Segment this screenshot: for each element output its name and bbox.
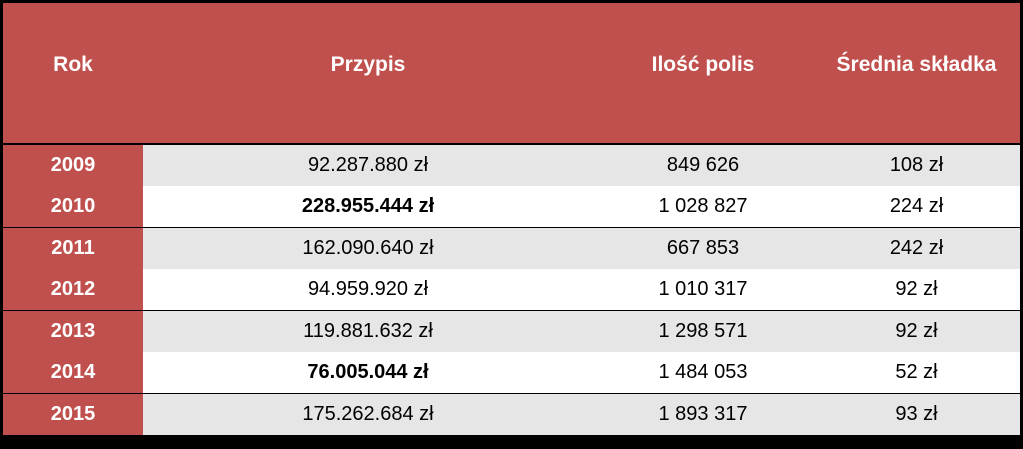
table-header-row: Rok Przypis Ilość polis Średnia składka <box>3 3 1020 143</box>
table-body: 2009 92.287.880 zł 849 626 108 zł 2010 2… <box>3 145 1020 435</box>
ilosc-polis-cell: 667 853 <box>666 237 740 259</box>
year-cell: 2012 <box>3 269 143 310</box>
srednia-skladka-cell: 92 zł <box>895 320 938 342</box>
przypis-cell: 162.090.640 zł <box>302 237 434 259</box>
przypis-cell: 94.959.920 zł <box>307 278 429 300</box>
ilosc-polis-cell: 1 298 571 <box>658 320 748 342</box>
ilosc-polis-cell: 849 626 <box>666 154 740 176</box>
ilosc-polis-cell: 1 893 317 <box>658 403 748 425</box>
srednia-skladka-cell: 92 zł <box>895 278 938 300</box>
srednia-skladka-cell: 93 zł <box>895 403 938 425</box>
srednia-skladka-cell: 224 zł <box>889 195 944 217</box>
ilosc-polis-cell: 1 028 827 <box>658 195 748 217</box>
przypis-cell: 175.262.684 zł <box>302 403 434 425</box>
year-cell: 2015 <box>3 394 143 435</box>
przypis-cell: 119.881.632 zł <box>303 320 433 342</box>
year-cell: 2014 <box>3 352 143 393</box>
table-row: 2014 76.005.044 zł 1 484 053 52 zł <box>3 352 1020 393</box>
ilosc-polis-cell: 1 484 053 <box>658 361 748 383</box>
srednia-skladka-cell: 108 zł <box>889 154 944 176</box>
table-row: 2012 94.959.920 zł 1 010 317 92 zł <box>3 269 1020 310</box>
year-cell: 2009 <box>3 145 143 186</box>
przypis-cell: 92.287.880 zł <box>307 154 429 176</box>
srednia-skladka-cell: 52 zł <box>895 361 938 383</box>
year-cell: 2013 <box>3 311 143 352</box>
header-przypis: Przypis <box>330 53 406 76</box>
przypis-cell: 228.955.444 zł <box>301 195 435 217</box>
table-row: 2009 92.287.880 zł 849 626 108 zł <box>3 145 1020 186</box>
header-srednia-skladka: Średnia składka <box>836 53 997 76</box>
table-row: 2013 119.881.632 zł 1 298 571 92 zł <box>3 311 1020 352</box>
przypis-cell: 76.005.044 zł <box>307 361 429 383</box>
year-cell: 2010 <box>3 186 143 227</box>
year-cell: 2011 <box>3 228 143 269</box>
header-year: Rok <box>53 53 93 76</box>
header-ilosc-polis: Ilość polis <box>651 53 755 76</box>
ilosc-polis-cell: 1 010 317 <box>658 278 748 300</box>
table-row: 2011 162.090.640 zł 667 853 242 zł <box>3 228 1020 269</box>
table-row: 2015 175.262.684 zł 1 893 317 93 zł <box>3 394 1020 435</box>
table-row: 2010 228.955.444 zł 1 028 827 224 zł <box>3 186 1020 227</box>
srednia-skladka-cell: 242 zł <box>889 237 944 259</box>
